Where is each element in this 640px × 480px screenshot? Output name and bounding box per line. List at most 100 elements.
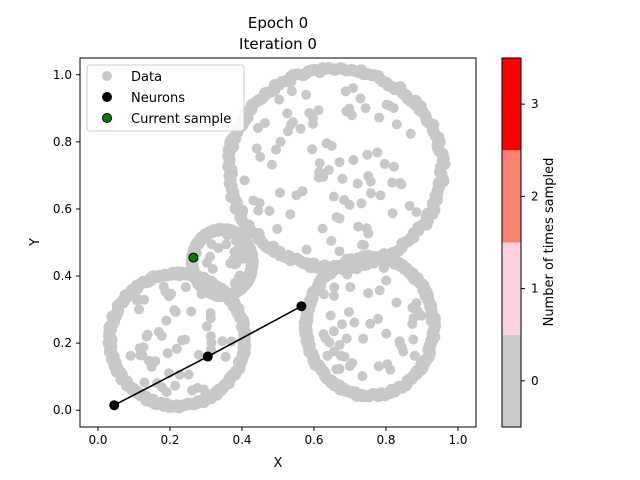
data-point: [434, 165, 446, 178]
x-tick-label: 0.6: [304, 433, 323, 447]
data-point: [362, 149, 373, 160]
data-point: [388, 161, 399, 172]
data-point: [125, 350, 136, 361]
data-point: [139, 377, 150, 388]
data-point: [285, 209, 296, 220]
data-point: [176, 335, 187, 346]
data-point: [381, 275, 392, 286]
x-axis-ticks: 0.0 0.2 0.4 0.6 0.8 1.0: [88, 427, 468, 447]
x-tick-label: 0.0: [88, 433, 107, 447]
data-point: [170, 306, 181, 317]
data-point: [325, 310, 336, 321]
data-point: [264, 205, 275, 216]
y-axis-label: Y: [28, 238, 43, 247]
colorbar-tick-label: 1: [531, 282, 539, 296]
data-point: [373, 361, 384, 372]
data-point: [198, 384, 209, 395]
data-point: [357, 371, 368, 382]
data-point: [220, 351, 231, 362]
data-point: [334, 157, 345, 168]
data-point: [253, 205, 264, 216]
data-point: [251, 143, 262, 154]
data-point: [275, 187, 285, 198]
data-points: [102, 62, 451, 414]
y-tick-label: 0.4: [53, 269, 72, 283]
x-tick-label: 0.8: [376, 433, 395, 447]
x-tick-label: 0.4: [232, 433, 251, 447]
data-point: [342, 269, 353, 280]
data-point: [225, 258, 236, 269]
neuron-point: [109, 400, 120, 411]
data-point: [348, 155, 359, 165]
data-point: [156, 382, 167, 393]
data-point: [316, 168, 327, 179]
data-point: [239, 175, 250, 186]
data-point: [396, 179, 407, 190]
data-point: [326, 140, 337, 151]
data-point: [193, 349, 204, 360]
data-point: [345, 282, 356, 292]
data-point: [365, 176, 376, 187]
colorbar-tick-label: 2: [531, 189, 539, 203]
data-point: [301, 244, 312, 255]
data-point: [183, 369, 194, 380]
colorbar-segment: [502, 58, 521, 151]
data-point: [297, 186, 308, 197]
data-point: [331, 364, 342, 375]
colorbar-segment: [502, 334, 521, 427]
data-point: [274, 94, 285, 105]
data-point: [253, 123, 263, 133]
data-point: [304, 108, 315, 118]
data-point: [334, 213, 345, 224]
data-point: [329, 282, 340, 293]
data-point: [205, 308, 216, 319]
legend-label-current-sample: Current sample: [131, 112, 231, 127]
colorbar-label: Number of times sampled: [542, 158, 557, 327]
data-point: [407, 318, 418, 329]
data-point: [193, 270, 204, 281]
data-point: [387, 208, 398, 219]
data-point: [339, 351, 350, 362]
data-point: [404, 200, 415, 211]
data-point: [295, 123, 306, 134]
data-point: [235, 270, 245, 281]
data-point: [164, 291, 174, 302]
data-point: [134, 304, 144, 315]
colorbar-segment: [502, 242, 521, 335]
data-point: [266, 159, 277, 170]
data-point: [361, 223, 372, 234]
data-point: [275, 136, 286, 147]
data-point: [201, 321, 212, 332]
data-point: [358, 333, 369, 344]
data-point: [385, 364, 396, 375]
data-point: [318, 289, 329, 300]
data-point: [409, 350, 420, 361]
legend-marker-data: [102, 71, 112, 81]
data-point: [221, 239, 232, 250]
y-tick-label: 0.6: [53, 202, 72, 216]
y-tick-label: 0.2: [53, 336, 72, 350]
data-point: [301, 89, 312, 100]
data-point: [391, 119, 402, 130]
data-point: [307, 144, 318, 155]
data-point: [349, 317, 360, 328]
data-point: [187, 385, 198, 396]
data-point: [328, 191, 339, 202]
data-point: [161, 315, 172, 326]
data-point: [428, 321, 441, 334]
neuron-point: [296, 301, 307, 312]
y-tick-label: 0.0: [53, 403, 72, 417]
data-point: [285, 119, 296, 130]
data-point: [322, 350, 333, 361]
data-point: [344, 361, 355, 371]
y-axis-ticks: 0.0 0.2 0.4 0.6 0.8 1.0: [53, 68, 80, 417]
data-point: [337, 173, 348, 184]
data-point: [255, 151, 266, 162]
data-point: [326, 235, 337, 246]
data-point: [329, 290, 339, 301]
legend-label-data: Data: [131, 70, 162, 85]
data-point: [359, 240, 369, 251]
data-point: [142, 329, 153, 340]
data-point: [314, 158, 325, 169]
data-point: [405, 128, 416, 139]
